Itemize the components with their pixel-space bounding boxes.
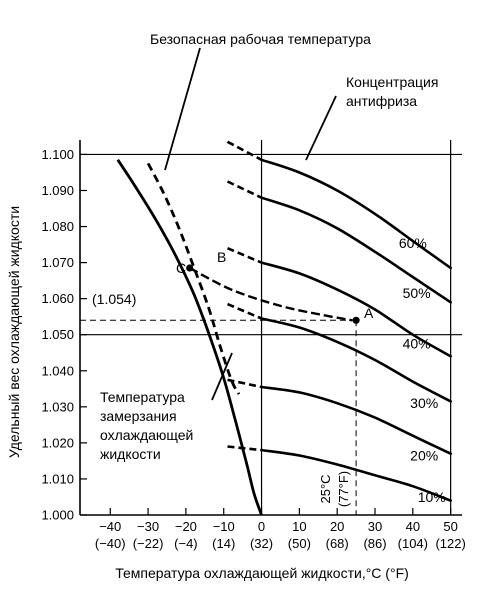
x-tick-label-c-4: 0 — [258, 519, 265, 534]
x-tick-label-c-1: −30 — [137, 519, 159, 534]
y-tick-label-4: 1.040 — [41, 363, 74, 378]
x-tick-label-c-9: 50 — [443, 519, 457, 534]
safe-temp-annotation: Безопасная рабочая температура — [150, 31, 371, 47]
ab-line — [189, 266, 353, 322]
leader-freeze — [211, 352, 233, 401]
series-label-4: 50% — [403, 285, 431, 301]
series-line-0 — [260, 448, 452, 502]
leader-safe-temp — [164, 47, 201, 171]
x-tick-label-f-6: (68) — [326, 536, 349, 551]
y-tick-label-0: 1.000 — [41, 508, 74, 523]
series-label-1: 20% — [410, 448, 438, 464]
temp-label-f: (77°F) — [336, 471, 351, 507]
series-label-0: 10% — [418, 489, 446, 505]
y-tick-label-7: 1.070 — [41, 255, 74, 270]
point-b-label: B — [217, 249, 226, 265]
series-line-4 — [260, 196, 452, 304]
points-and-leaders — [80, 47, 360, 515]
series-label-3: 40% — [403, 336, 431, 352]
y-tick-label-10: 1.100 — [41, 147, 74, 162]
freeze-annotation-line3: охлаждающей — [100, 427, 193, 443]
x-axis-label: Температура охлаждающей жидкости,°C (°F) — [115, 565, 409, 581]
x-tick-label-f-9: (122) — [435, 536, 465, 551]
x-tick-label-f-1: (−22) — [133, 536, 164, 551]
x-tick-label-c-2: −20 — [175, 519, 197, 534]
temp-label-c: 25°C — [318, 474, 333, 503]
point-a-label: A — [364, 305, 374, 321]
x-tick-label-c-0: −40 — [99, 519, 121, 534]
series-dashed-5 — [226, 140, 263, 161]
x-tick-label-f-3: (14) — [212, 536, 235, 551]
y-tick-label-8: 1.080 — [41, 219, 74, 234]
y-axis-label: Удельный вес охлаждающей жидкости — [6, 206, 22, 458]
y-tick-label-2: 1.020 — [41, 435, 74, 450]
antifreeze-annotation-line1: Концентрация — [346, 74, 438, 90]
point-a — [352, 316, 360, 324]
y-tick-label-5: 1.050 — [41, 327, 74, 342]
x-tick-label-f-2: (−4) — [174, 536, 197, 551]
freezing-curve — [116, 159, 263, 516]
y-tick-label-9: 1.090 — [41, 183, 74, 198]
series-line-5 — [260, 158, 452, 270]
series-label-2: 30% — [410, 395, 438, 411]
series-line-1 — [260, 385, 452, 455]
series-dashed-1 — [227, 378, 262, 389]
y-tick-label-6: 1.060 — [41, 291, 74, 306]
series-dashed-2 — [226, 302, 263, 320]
point-c — [186, 264, 194, 272]
x-tick-label-c-7: 30 — [368, 519, 382, 534]
freeze-annotation-line1: Температура — [100, 389, 185, 405]
series-dashed-4 — [226, 180, 263, 199]
x-tick-label-f-5: (50) — [288, 536, 311, 551]
reading-label: (1.054) — [92, 291, 136, 307]
x-tick-label-f-0: (−40) — [95, 536, 126, 551]
point-c-label: C — [176, 260, 186, 276]
x-tick-label-c-3: −10 — [213, 519, 235, 534]
x-tick-label-c-6: 20 — [330, 519, 344, 534]
x-tick-label-c-8: 40 — [406, 519, 420, 534]
series-label-5: 60% — [399, 235, 427, 251]
series-dashed-3 — [226, 247, 263, 264]
y-tick-label-3: 1.030 — [41, 399, 74, 414]
leader-antifreeze — [305, 95, 337, 161]
series-line-3 — [260, 261, 452, 358]
x-tick-label-f-8: (104) — [398, 536, 428, 551]
x-tick-label-c-5: 10 — [292, 519, 306, 534]
freeze-annotation-line4: жидкости — [100, 446, 161, 462]
safe-curve — [146, 162, 241, 395]
freeze-annotation-line2: замерзания — [100, 408, 177, 424]
y-tick-label-1: 1.010 — [41, 471, 74, 486]
antifreeze-annotation-line2: антифриза — [346, 93, 417, 109]
x-tick-label-f-4: (32) — [250, 536, 273, 551]
axes: 1.000 1.010 1.020 1.030 1.040 1.050 1.060 1.070… — [41, 140, 466, 551]
x-tick-label-f-7: (86) — [363, 536, 386, 551]
series-lines: 10% 20% 30% 40% 50% 60% — [116, 140, 452, 516]
series-dashed-0 — [227, 445, 262, 452]
